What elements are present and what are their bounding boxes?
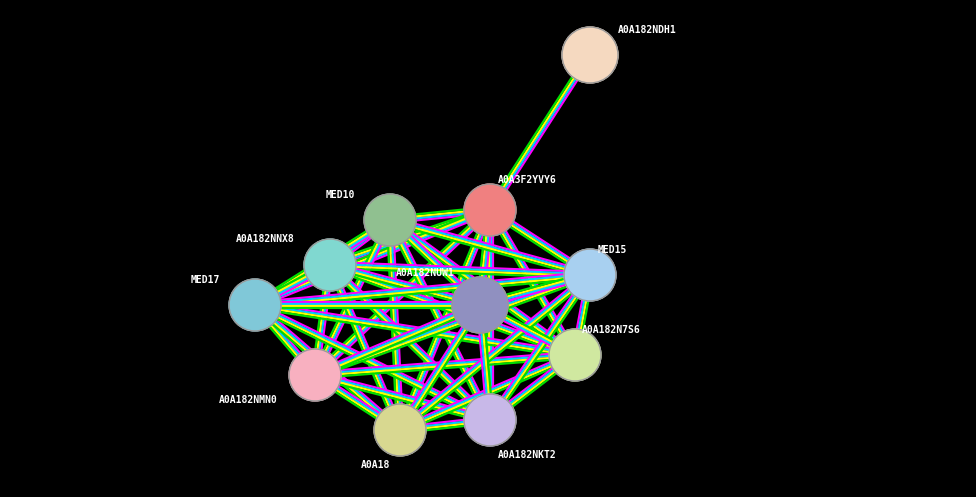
Text: MED17: MED17 bbox=[190, 275, 220, 285]
Circle shape bbox=[452, 277, 508, 333]
Text: A0A182NKT2: A0A182NKT2 bbox=[498, 450, 556, 460]
Circle shape bbox=[289, 349, 341, 401]
Text: A0A182NNX8: A0A182NNX8 bbox=[236, 234, 295, 244]
Text: A0A182NDH1: A0A182NDH1 bbox=[618, 25, 676, 35]
Circle shape bbox=[229, 279, 281, 331]
Text: A0A3F2YVY6: A0A3F2YVY6 bbox=[498, 175, 556, 185]
Text: A0A182NMN0: A0A182NMN0 bbox=[220, 395, 278, 405]
Circle shape bbox=[464, 394, 516, 446]
Circle shape bbox=[549, 329, 601, 381]
Circle shape bbox=[364, 194, 416, 246]
Text: MED15: MED15 bbox=[598, 245, 628, 255]
Text: A0A18: A0A18 bbox=[360, 460, 390, 470]
Circle shape bbox=[304, 239, 356, 291]
Circle shape bbox=[562, 27, 618, 83]
Circle shape bbox=[564, 249, 616, 301]
Circle shape bbox=[464, 184, 516, 236]
Circle shape bbox=[374, 404, 426, 456]
Text: A0A182N7S6: A0A182N7S6 bbox=[582, 325, 641, 335]
Text: A0A182NUW1: A0A182NUW1 bbox=[396, 268, 455, 278]
Text: MED10: MED10 bbox=[326, 190, 355, 200]
